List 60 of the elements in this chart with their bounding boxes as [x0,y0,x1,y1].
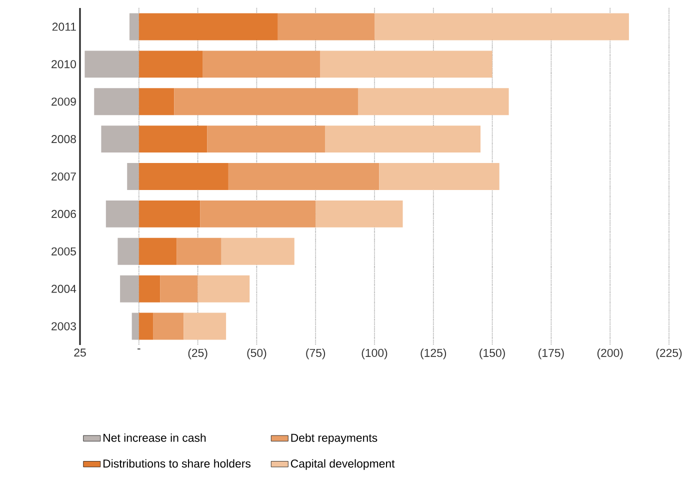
y-tick-label: 2008 [52,135,76,144]
y-tick-label: 2004 [52,284,76,293]
bar [106,200,139,228]
bar [138,88,174,116]
bar [176,238,222,265]
y-tick-label: 2003 [52,322,76,330]
bar [94,88,139,116]
bar [316,200,403,228]
x-tick-label: (50) [247,348,266,360]
bar [138,126,208,153]
bar [198,275,250,302]
legend-label: Capital development [290,459,395,470]
bar [278,13,374,40]
legend-label: Debt repayments [291,433,378,444]
bar [221,238,294,265]
y-tick-label: 2006 [52,210,76,218]
x-tick-label: (225) [656,348,682,360]
bar [228,163,380,190]
y-tick-label: 2009 [52,98,76,106]
x-tick-label: (75) [306,348,326,360]
bar [138,50,203,78]
y-tick-label: 2010 [52,60,76,68]
bar [138,163,228,190]
x-tick-label: (175) [538,348,564,360]
x-tick-label: (25) [188,348,208,360]
bar [325,126,481,153]
bar [153,312,184,340]
bar [84,50,139,78]
bar [101,126,139,153]
x-tick-label: (200) [597,348,623,360]
bar [120,275,139,302]
x-tick-label: (100) [362,348,388,360]
bar [374,13,629,40]
legend-label: Distributions to share holders [104,459,251,468]
bar [202,50,320,78]
legend-label: Net increase in cash [104,433,206,442]
bar [138,312,154,340]
y-tick-label: 2007 [52,172,76,181]
bar [358,88,509,116]
bar [174,88,358,116]
bar [160,275,198,302]
x-tick-label: - [138,348,140,350]
bar [379,163,500,190]
bar [320,50,492,78]
bar [138,275,160,302]
x-tick-label: 25 [74,348,86,357]
bar [127,163,139,190]
x-tick-label: (125) [420,348,446,360]
bar [184,312,226,340]
bar [138,238,177,265]
y-tick-label: 2005 [52,247,76,256]
bar [138,200,200,228]
x-tick-label: (150) [480,348,505,360]
y-tick-label: 2011 [52,22,76,31]
bar [118,238,139,265]
bar [129,13,139,40]
bar [138,13,278,40]
bar [132,312,139,340]
bar [200,200,316,228]
bar [207,126,326,153]
